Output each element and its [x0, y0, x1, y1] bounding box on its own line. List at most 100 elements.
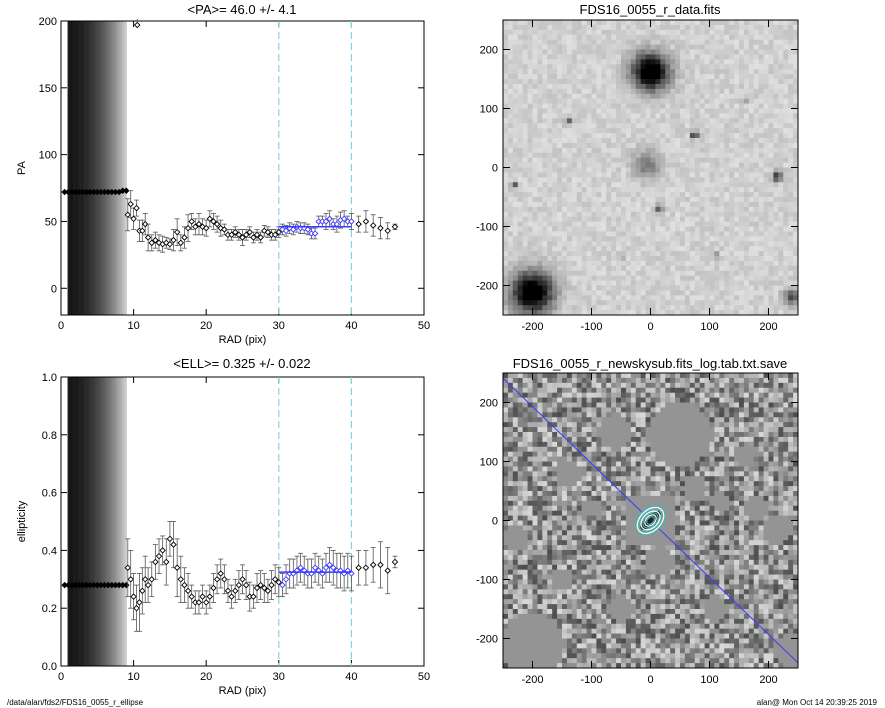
img1-pixel	[611, 108, 617, 114]
img2-pixel	[527, 564, 533, 571]
img1-pixel	[680, 74, 686, 80]
img2-pixel	[517, 373, 524, 379]
img1-pixel	[547, 93, 553, 100]
img1-pixel	[552, 310, 558, 316]
img1-pixel	[552, 44, 558, 50]
img1-pixel	[591, 108, 597, 114]
img2-pixel	[537, 609, 543, 615]
img1-pixel	[665, 20, 671, 26]
img1-pixel	[611, 231, 617, 237]
pa-point	[192, 223, 199, 231]
img1-pixel	[709, 128, 715, 134]
img1-pixel	[517, 231, 524, 237]
img1-pixel	[601, 59, 607, 65]
img1-pixel	[758, 54, 764, 60]
img1-pixel	[665, 88, 671, 95]
img1-pixel	[783, 79, 789, 85]
img1-pixel	[743, 157, 750, 163]
img1-pixel	[532, 260, 538, 267]
img2-pixel	[547, 540, 553, 546]
img1-pixel	[542, 295, 548, 301]
img1-pixel	[665, 231, 671, 237]
img1-pixel	[527, 69, 533, 75]
img1-pixel	[517, 128, 524, 134]
ell-band-strip	[68, 377, 71, 666]
img1-pixel	[581, 108, 587, 114]
img1-pixel	[675, 270, 681, 277]
img1-pixel	[763, 241, 769, 247]
img1-pixel	[734, 44, 740, 50]
img1-pixel	[527, 246, 533, 252]
img1-pixel	[699, 226, 705, 232]
img1-pixel	[562, 226, 568, 232]
img1-pixel	[719, 24, 725, 31]
img2-pixel	[512, 643, 519, 649]
img2-pixel	[527, 579, 533, 585]
img1-pixel	[768, 295, 774, 301]
img1-pixel	[788, 256, 794, 262]
img1-pixel	[645, 162, 651, 168]
img1-pixel	[507, 152, 514, 159]
img1-pixel	[576, 295, 583, 301]
img1-pixel	[694, 285, 701, 291]
img1-pixel	[616, 172, 622, 178]
img1-pixel	[768, 147, 774, 154]
img2-pixel	[542, 584, 548, 590]
img1-pixel	[527, 88, 533, 95]
img1-pixel	[758, 157, 764, 163]
img1-pixel	[630, 197, 637, 203]
img1-pixel	[699, 98, 705, 104]
img1-pixel	[596, 206, 602, 213]
img1-pixel	[552, 20, 558, 26]
img1-pixel	[714, 162, 720, 168]
pa-band-strip	[107, 21, 110, 315]
img1-pixel	[522, 167, 528, 173]
img1-pixel	[630, 118, 637, 124]
img2-pixel	[527, 569, 533, 575]
img1-pixel	[591, 251, 597, 257]
img1-pixel	[635, 241, 642, 247]
img1-pixel	[557, 39, 563, 45]
img1-pixel	[665, 265, 671, 272]
img1-pixel	[743, 172, 750, 178]
img1-pixel	[739, 187, 745, 193]
img1-pixel	[562, 246, 568, 252]
img1-pixel	[586, 88, 592, 95]
img1-pixel	[532, 295, 538, 301]
img1-pixel	[557, 251, 563, 257]
img1-pixel	[527, 138, 533, 144]
img1-pixel	[748, 182, 755, 188]
img1-pixel	[694, 88, 701, 95]
img2-pixel	[503, 520, 509, 526]
img1-pixel	[586, 275, 592, 281]
img1-pixel	[709, 147, 715, 154]
img1-pixel	[763, 172, 769, 178]
img1-pixel	[689, 206, 696, 213]
pa-band-strip	[73, 21, 76, 315]
img1-pixel	[788, 93, 794, 100]
pa-point	[181, 234, 188, 241]
img1-pixel	[601, 54, 607, 60]
img1-pixel	[680, 221, 686, 227]
img2-pixel	[522, 633, 528, 639]
img1-pixel	[621, 231, 627, 237]
img1-pixel	[601, 167, 607, 173]
img2-pixel	[522, 653, 528, 659]
img1-pixel	[724, 138, 730, 144]
img1-pixel	[503, 290, 509, 296]
img2-pixel	[522, 569, 528, 575]
img2-pixel	[517, 466, 524, 472]
img1-pixel	[606, 44, 612, 50]
img1-pixel	[552, 216, 558, 222]
img1-pixel	[557, 236, 563, 242]
img1-pixel	[758, 290, 764, 296]
img1-pixel	[739, 280, 745, 286]
img1-pixel	[773, 241, 779, 247]
img1-pixel	[739, 113, 745, 119]
img1-pixel	[743, 98, 750, 104]
img2-pixel	[537, 628, 543, 634]
img1-pixel	[586, 29, 592, 36]
img1-pixel	[650, 221, 656, 227]
img1-pixel	[709, 103, 715, 109]
img1-pixel	[724, 192, 730, 198]
